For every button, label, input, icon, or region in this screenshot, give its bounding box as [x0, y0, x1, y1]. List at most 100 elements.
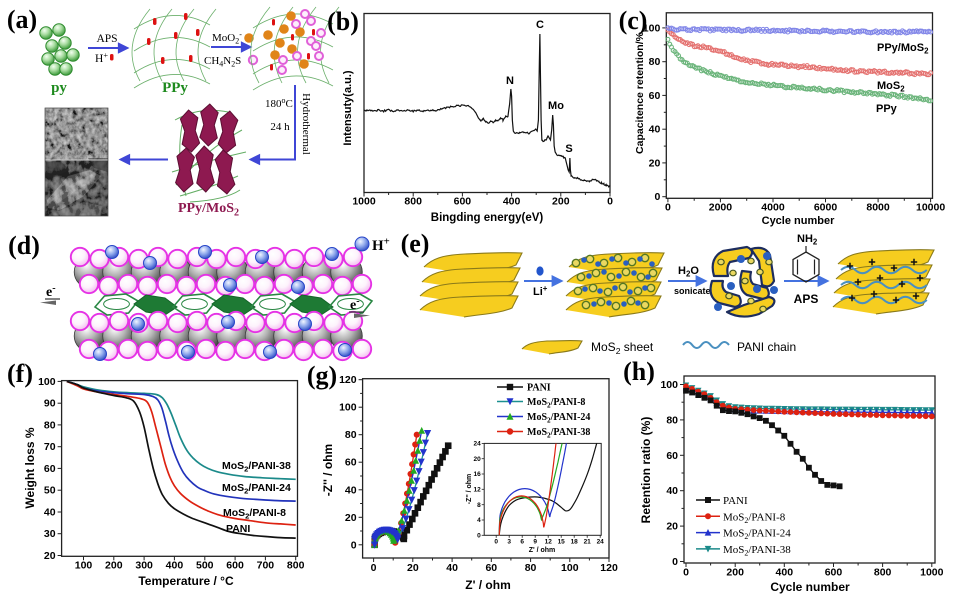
- svg-text:(a): (a): [7, 5, 37, 34]
- svg-text:600: 600: [226, 560, 244, 572]
- svg-text:0: 0: [477, 533, 481, 540]
- svg-text:(b): (b): [327, 7, 359, 36]
- svg-text:Cycle number: Cycle number: [770, 580, 850, 594]
- svg-text:12: 12: [545, 539, 553, 546]
- svg-text:200: 200: [105, 560, 123, 572]
- svg-text:60: 60: [485, 562, 497, 574]
- svg-text:CH4N2S: CH4N2S: [204, 55, 241, 69]
- svg-text:Hydrothermal: Hydrothermal: [300, 93, 312, 155]
- svg-text:e-: e-: [350, 296, 360, 313]
- svg-text:100: 100: [75, 560, 93, 572]
- svg-text:15: 15: [558, 539, 566, 546]
- svg-text:0: 0: [672, 556, 678, 568]
- svg-text:1000: 1000: [920, 567, 944, 579]
- svg-text:200: 200: [726, 567, 744, 579]
- svg-text:0: 0: [494, 539, 498, 546]
- svg-text:MoS2/PANI-38: MoS2/PANI-38: [527, 427, 590, 439]
- svg-text:90: 90: [44, 398, 56, 410]
- svg-text:1000: 1000: [352, 196, 376, 208]
- svg-text:MoS2/PANI-24: MoS2/PANI-24: [527, 412, 590, 424]
- svg-text:-Z'' / ohm: -Z'' / ohm: [321, 444, 335, 496]
- svg-text:6000: 6000: [814, 202, 838, 214]
- svg-text:700: 700: [257, 560, 275, 572]
- svg-text:20: 20: [345, 512, 357, 524]
- svg-text:MoO2-: MoO2-: [212, 30, 242, 46]
- svg-text:40: 40: [649, 124, 661, 136]
- svg-text:2000: 2000: [709, 202, 733, 214]
- svg-text:8000: 8000: [866, 202, 890, 214]
- svg-text:24: 24: [597, 539, 605, 546]
- svg-text:400: 400: [166, 560, 184, 572]
- svg-text:80: 80: [525, 562, 537, 574]
- svg-text:600: 600: [825, 567, 843, 579]
- svg-text:Bingding energy(eV): Bingding energy(eV): [431, 212, 544, 224]
- svg-text:100: 100: [38, 376, 56, 388]
- svg-text:H+: H+: [372, 236, 390, 254]
- svg-text:24 h: 24 h: [270, 121, 290, 133]
- svg-text:MoS2/PANI-8: MoS2/PANI-8: [723, 511, 786, 525]
- svg-text:10000: 10000: [916, 202, 945, 214]
- svg-text:Z' / ohm: Z' / ohm: [465, 578, 511, 592]
- svg-text:80: 80: [649, 56, 661, 68]
- svg-text:PANI chain: PANI chain: [737, 340, 796, 354]
- svg-text:24: 24: [473, 441, 481, 448]
- svg-text:80: 80: [666, 414, 678, 426]
- svg-text:9: 9: [533, 539, 537, 546]
- svg-text:Weight loss %: Weight loss %: [23, 427, 37, 508]
- svg-text:Cycle number: Cycle number: [762, 215, 835, 227]
- svg-text:4: 4: [477, 517, 481, 524]
- svg-text:20: 20: [473, 456, 481, 463]
- svg-text:40: 40: [44, 506, 56, 518]
- svg-text:800: 800: [874, 567, 892, 579]
- svg-text:PANI: PANI: [723, 495, 748, 507]
- svg-text:0: 0: [683, 567, 689, 579]
- svg-text:0: 0: [665, 202, 671, 214]
- svg-text:300: 300: [135, 560, 153, 572]
- svg-text:(d): (d): [8, 231, 40, 260]
- svg-text:800: 800: [404, 196, 422, 208]
- svg-text:80: 80: [44, 419, 56, 431]
- svg-text:sonicate: sonicate: [674, 286, 711, 296]
- svg-text:30: 30: [44, 528, 56, 540]
- svg-text:40: 40: [666, 485, 678, 497]
- svg-text:70: 70: [44, 441, 56, 453]
- svg-text:PANI: PANI: [226, 523, 250, 535]
- svg-text:600: 600: [454, 196, 472, 208]
- svg-text:MoS2/PANI-38: MoS2/PANI-38: [222, 460, 291, 474]
- svg-text:20: 20: [44, 550, 56, 562]
- svg-text:APS: APS: [96, 33, 117, 45]
- svg-text:Mo: Mo: [548, 100, 564, 112]
- svg-text:18: 18: [571, 539, 579, 546]
- svg-text:100: 100: [660, 379, 678, 391]
- svg-text:PPy: PPy: [162, 80, 188, 96]
- svg-text:(h): (h): [623, 357, 655, 386]
- svg-text:6: 6: [520, 539, 524, 546]
- svg-text:200: 200: [552, 196, 570, 208]
- svg-text:MoS2/PANI-38: MoS2/PANI-38: [723, 544, 791, 558]
- svg-text:400: 400: [776, 567, 794, 579]
- svg-text:60: 60: [345, 457, 357, 469]
- svg-text:50: 50: [44, 485, 56, 497]
- svg-text:C: C: [536, 19, 544, 31]
- svg-text:MoS2 sheet: MoS2 sheet: [591, 340, 654, 356]
- svg-text:(e): (e): [401, 229, 430, 258]
- svg-text:0: 0: [654, 191, 660, 203]
- svg-text:40: 40: [345, 484, 357, 496]
- svg-text:100: 100: [561, 562, 579, 574]
- svg-text:80: 80: [345, 429, 357, 441]
- svg-text:Intensuty(a.u.): Intensuty(a.u.): [342, 70, 354, 146]
- svg-text:PPy/MoS2: PPy/MoS2: [877, 42, 929, 56]
- svg-text:60: 60: [666, 450, 678, 462]
- svg-text:MoS2/PANI-8: MoS2/PANI-8: [223, 507, 286, 521]
- svg-text:3: 3: [507, 539, 511, 546]
- svg-text:12: 12: [473, 487, 481, 494]
- svg-text:Li+: Li+: [533, 284, 548, 298]
- svg-text:100: 100: [339, 402, 357, 414]
- svg-text:NH2: NH2: [797, 233, 818, 247]
- svg-text:500: 500: [196, 560, 214, 572]
- svg-text:16: 16: [473, 471, 481, 478]
- svg-text:0: 0: [371, 562, 377, 574]
- svg-text:PANI: PANI: [527, 383, 551, 394]
- svg-text:PPy/MoS2: PPy/MoS2: [178, 201, 239, 218]
- svg-text:Temperature / °C: Temperature / °C: [138, 574, 234, 588]
